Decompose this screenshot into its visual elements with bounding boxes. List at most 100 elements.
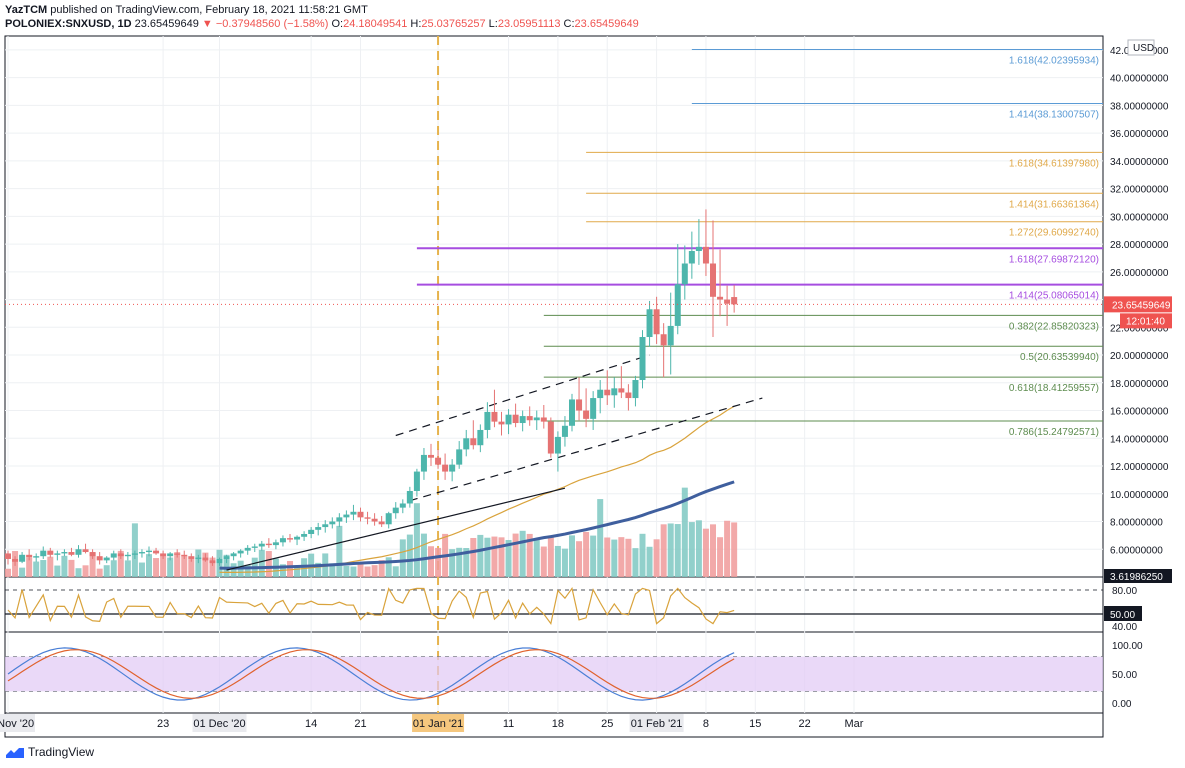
candle-body [540,417,547,422]
candle-body [54,553,61,555]
volume-bar [632,548,639,577]
candle-body [611,388,618,396]
candle-body [61,552,68,554]
volume-bar [428,546,434,577]
fib-level-label: 1.618(27.69872120) [1009,254,1099,265]
candle-body [688,251,695,264]
volume-bar [33,561,40,577]
volume-bar [554,545,561,577]
volume-bar [294,567,301,577]
candle-body [385,513,392,525]
volume-bar [195,549,202,577]
volume-bar [533,538,540,577]
candle-body [124,554,131,557]
volume-bar [364,566,371,577]
candle-body [110,553,117,558]
volume-bar [463,548,470,577]
volume-bar [47,556,54,577]
volume-bar [660,524,667,577]
candle-body [632,380,639,399]
bottom-price-label: 3.61986250 [1110,572,1163,583]
candle-body [68,552,75,555]
price-tick-label: 12.00000000 [1110,462,1169,473]
candle-body [350,511,357,515]
candle-body [146,550,152,553]
candle-body [237,550,244,554]
candle-body [19,554,26,562]
volume-bar [103,565,110,577]
close-label: C: [563,18,575,30]
volume-bar [117,550,124,577]
volume-bar [188,559,195,577]
volume-bar [512,533,519,577]
volume-bar [61,555,68,577]
candle-body [75,549,82,555]
candle-body [216,558,223,564]
volume-bar [569,535,575,577]
volume-bar [540,546,547,577]
volume-bar [604,537,611,577]
candle-body [40,550,47,557]
candle-body [597,389,604,399]
volume-bar [5,568,11,577]
volume-bar [315,562,322,577]
volume-bar [484,537,491,577]
candle-body [322,524,329,528]
candle-body [26,554,33,558]
volume-bar [19,567,26,577]
candle-body [674,284,681,326]
stoch-tick-label: 0.00 [1112,699,1132,710]
currency-badge [1127,39,1155,56]
candle-body [576,399,583,411]
volume-bar [75,568,82,577]
date-tick-label: 25 [601,718,613,730]
candle-body [209,560,216,564]
volume-bar [230,563,237,577]
last-price: 23.65459649 [134,18,199,30]
volume-bar [491,536,498,577]
volume-bar [435,547,442,577]
candle-body [639,337,646,381]
date-tick-label: 8 [703,718,709,730]
candle-body [484,411,491,430]
price-tick-label: 8.00000000 [1110,518,1163,529]
candle-body [308,529,315,534]
volume-bar [68,559,75,577]
price-tick-label: 38.00000000 [1110,101,1169,112]
candle-body [646,309,653,338]
volume-bar [477,534,484,577]
price-tick-label: 18.00000000 [1110,379,1169,390]
candle-body [498,421,505,425]
volume-bar [146,554,152,577]
high-value: 25.03765257 [421,18,486,30]
volume-bar [153,558,160,577]
volume-bar [611,539,618,577]
date-tick-label: 23 [157,718,169,730]
candle-body [343,514,350,518]
candle-body [167,553,174,557]
trendline [409,397,763,502]
candle-body [526,416,533,421]
candle-body [174,553,181,555]
candle-body [477,429,484,446]
stoch-band [5,656,1103,692]
countdown-label: 12:01:40 [1126,316,1165,327]
candle-body [181,554,188,557]
price-chart[interactable]: 1.618(42.02395934) 1.414(38.13007507) 1.61… [0,0,1185,745]
date-tick-label: 22 [799,718,811,730]
published-text: published on TradingView.com, February 1… [50,4,368,16]
volume-bar [653,539,660,577]
rsi-tick-label: 80.00 [1112,586,1137,597]
volume-bar [54,565,61,577]
volume-bar [456,547,463,577]
candle-body [724,299,731,304]
candle-body [131,553,138,555]
price-tick-label: 30.00000000 [1110,212,1169,223]
candle-body [625,392,632,399]
candle-body [33,556,40,558]
candle-body [392,507,399,514]
candle-body [590,398,597,419]
open-label: O: [331,18,344,30]
volume-bar [124,560,131,577]
price-tick-label: 34.00000000 [1110,157,1169,168]
